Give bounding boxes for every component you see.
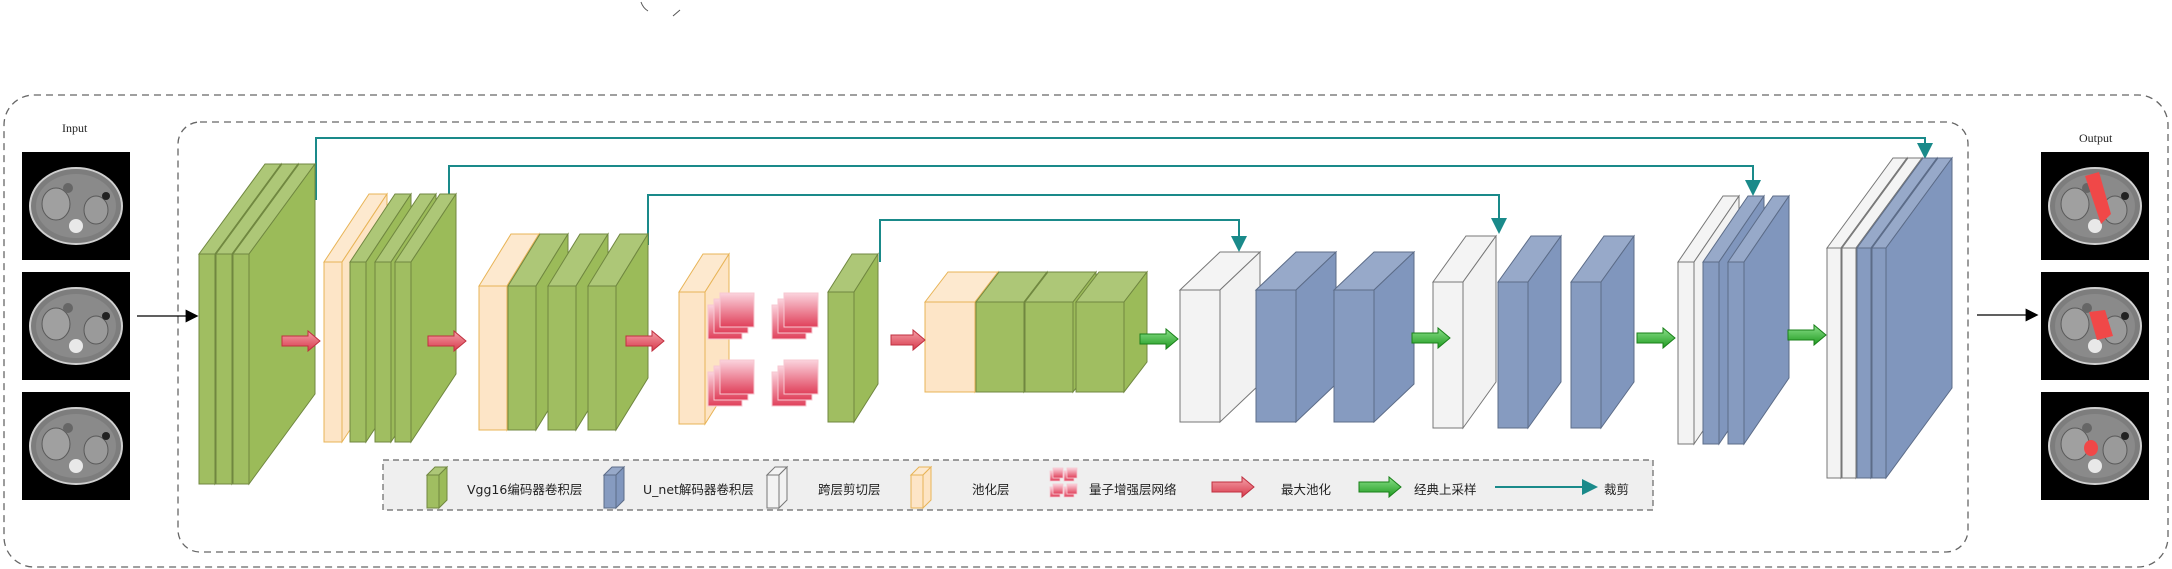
quantum-block-3	[707, 359, 755, 407]
green-arrow-icon	[1358, 475, 1402, 499]
upsample-arrow-3	[1636, 326, 1676, 350]
orange-block-icon	[909, 465, 933, 510]
output-ct-image-3	[2041, 392, 2149, 500]
green-block-icon	[425, 465, 449, 510]
quantum-block-icon	[1049, 467, 1078, 498]
decoder-block-1a	[1254, 250, 1338, 424]
input-ct-image-3	[22, 392, 130, 500]
crop-line-1	[315, 137, 1933, 200]
output-label: Output	[2079, 131, 2113, 145]
legend-label-quantum: 量子增强层网络	[1089, 482, 1177, 497]
decoder-block-3b	[1727, 194, 1790, 446]
maxpool-arrow-2	[427, 329, 467, 353]
crop-line-3	[647, 194, 1507, 245]
encoder-block-1c	[232, 162, 316, 486]
stray-mark	[640, 1, 681, 17]
legend-label-decoder: U_net解码器卷积层	[643, 482, 754, 497]
decoder-block-2a	[1497, 234, 1562, 430]
crop-line-2	[448, 165, 1761, 205]
white-block-icon	[765, 465, 789, 510]
segmentation-mask	[2084, 440, 2098, 456]
legend-label-crop: 裁剪	[1604, 482, 1630, 497]
maxpool-arrow-1	[281, 329, 321, 353]
decoder-block-2b	[1570, 234, 1635, 430]
outer-frame	[3, 94, 2169, 568]
decoder-block-4b	[1871, 156, 1953, 480]
encoder-block-2c	[394, 192, 457, 444]
input-ct-image-2	[22, 272, 130, 380]
skip-block-2	[1432, 234, 1497, 430]
quantum-block-4	[771, 359, 819, 407]
inner-frame	[177, 121, 1969, 553]
upsample-arrow-1	[1139, 327, 1179, 351]
upsample-arrow-2	[1411, 326, 1451, 350]
crop-connections	[315, 137, 1933, 262]
blue-block-icon	[602, 465, 626, 510]
skip-block-1	[1178, 250, 1262, 424]
encoder-block-4	[827, 252, 879, 424]
red-arrow-icon	[1211, 475, 1255, 499]
legend-label-pool: 池化层	[972, 482, 1010, 497]
segmentation-mask	[2085, 172, 2111, 224]
output-ct-image-1	[2041, 152, 2149, 260]
legend-label-upsample: 经典上采样	[1414, 482, 1477, 497]
input-label: Input	[62, 121, 88, 135]
legend-label-encoder: Vgg16编码器卷积层	[467, 482, 583, 497]
decoder-block-1b	[1332, 250, 1416, 424]
maxpool-arrow-3	[625, 329, 665, 353]
encoder-block-5c	[1074, 270, 1149, 394]
output-ct-image-2	[2041, 272, 2149, 380]
legend-label-maxpool: 最大池化	[1281, 482, 1332, 497]
maxpool-arrow-4	[890, 328, 926, 352]
quantum-block-2	[771, 292, 819, 340]
encoder-block-3c	[587, 232, 649, 432]
crop-line-4	[879, 219, 1247, 262]
legend-box	[382, 459, 1654, 511]
upsample-arrow-4	[1787, 323, 1827, 347]
legend-label-skip: 跨层剪切层	[818, 482, 881, 497]
input-ct-image-1	[22, 152, 130, 260]
quantum-block-1	[707, 292, 755, 340]
segmentation-mask	[2089, 310, 2113, 340]
